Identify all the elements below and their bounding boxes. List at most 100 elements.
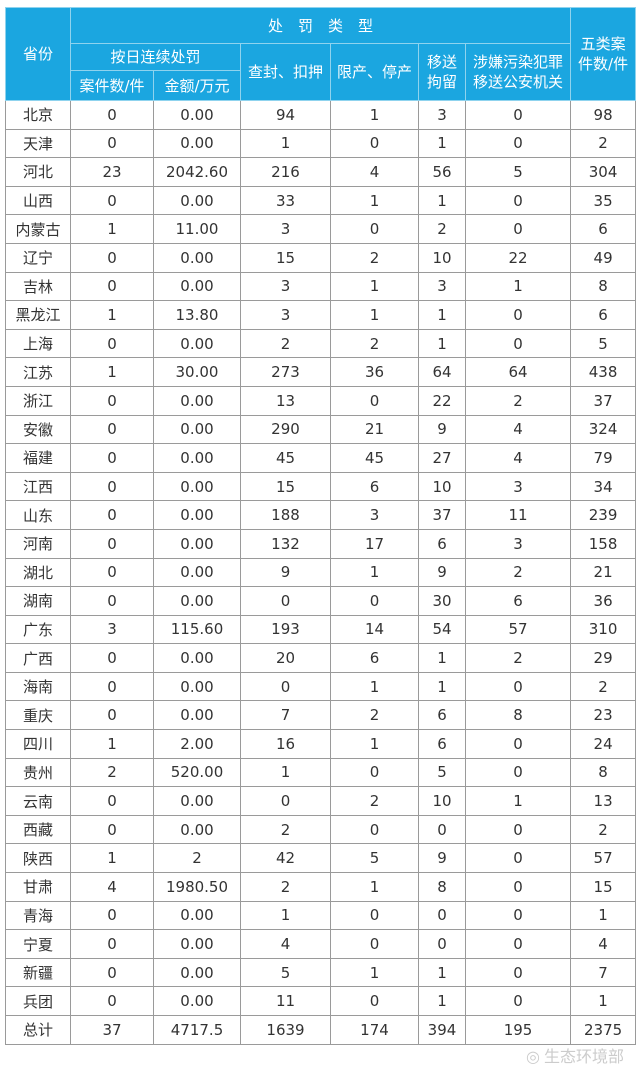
value-cell: 0 — [330, 128, 419, 159]
value-cell: 9 — [418, 414, 466, 445]
province-cell: 兵团 — [5, 986, 71, 1016]
value-cell: 2 — [70, 757, 154, 788]
table-row: 海南 0 0.00 0 1 1 0 2 — [5, 671, 637, 702]
table-row: 上海 0 0.00 2 2 1 0 5 — [5, 328, 637, 359]
value-cell: 29 — [570, 643, 637, 673]
value-cell: 57 — [570, 843, 637, 874]
province-cell: 河南 — [5, 528, 71, 559]
value-cell: 304 — [570, 157, 637, 187]
value-cell: 1 — [418, 986, 466, 1016]
value-cell: 79 — [570, 443, 637, 473]
value-cell: 7 — [240, 700, 331, 731]
table-row: 广东 3 115.60 193 14 54 57 310 — [5, 614, 637, 645]
value-cell: 0 — [70, 900, 154, 931]
table-row: 贵州 2 520.00 1 0 5 0 8 — [5, 757, 637, 788]
value-cell: 13 — [570, 786, 637, 816]
value-cell: 16 — [240, 729, 331, 759]
value-cell: 6 — [570, 214, 637, 244]
province-cell: 贵州 — [5, 757, 71, 788]
value-cell: 0.00 — [153, 786, 241, 816]
value-cell: 3 — [240, 300, 331, 330]
value-cell: 0.00 — [153, 185, 241, 216]
value-cell: 0 — [330, 385, 419, 416]
value-cell: 115.60 — [153, 614, 241, 645]
value-cell: 15 — [570, 872, 637, 902]
value-cell: 0 — [70, 671, 154, 702]
value-cell: 17 — [330, 528, 419, 559]
value-cell: 0 — [70, 929, 154, 959]
header-amount: 金额/万元 — [153, 70, 241, 101]
value-cell: 0 — [464, 843, 572, 874]
value-cell: 6 — [418, 700, 466, 731]
value-cell: 6 — [418, 528, 466, 559]
value-cell: 3 — [70, 614, 154, 645]
province-cell: 河北 — [5, 157, 71, 187]
value-cell: 0.00 — [153, 528, 241, 559]
total-row: 总计 37 4717.5 1639 174 394 195 2375 — [5, 1015, 637, 1045]
value-cell: 0.00 — [153, 643, 241, 673]
value-cell: 1 — [240, 757, 331, 788]
value-cell: 0.00 — [153, 414, 241, 445]
province-cell: 广东 — [5, 614, 71, 645]
table-row: 黑龙江 1 13.80 3 1 1 0 6 — [5, 300, 637, 330]
value-cell: 6 — [418, 729, 466, 759]
value-cell: 1 — [330, 557, 419, 588]
value-cell: 1 — [464, 271, 572, 302]
value-cell: 37 — [570, 385, 637, 416]
value-cell: 2042.60 — [153, 157, 241, 187]
value-cell: 0 — [70, 471, 154, 502]
value-cell: 0.00 — [153, 128, 241, 159]
value-cell: 2 — [464, 557, 572, 588]
value-cell: 4 — [464, 443, 572, 473]
value-cell: 5 — [418, 757, 466, 788]
table-row: 甘肃 4 1980.50 2 1 8 0 15 — [5, 872, 637, 902]
value-cell: 37 — [418, 500, 466, 530]
value-cell: 5 — [570, 328, 637, 359]
value-cell: 10 — [418, 471, 466, 502]
value-cell: 57 — [464, 614, 572, 645]
value-cell: 5 — [240, 957, 331, 988]
header-seal: 查封、扣押 — [240, 43, 331, 101]
province-cell: 西藏 — [5, 814, 71, 845]
value-cell: 1 — [464, 786, 572, 816]
value-cell: 1 — [570, 986, 637, 1016]
table-row: 山西 0 0.00 33 1 1 0 35 — [5, 185, 637, 216]
province-cell: 四川 — [5, 729, 71, 759]
value-cell: 10 — [418, 786, 466, 816]
table-row: 江苏 1 30.00 273 36 64 64 438 — [5, 357, 637, 387]
province-cell: 吉林 — [5, 271, 71, 302]
value-cell: 0 — [330, 986, 419, 1016]
value-cell: 0 — [330, 929, 419, 959]
value-cell: 1 — [70, 214, 154, 244]
province-cell: 青海 — [5, 900, 71, 931]
province-cell: 黑龙江 — [5, 300, 71, 330]
value-cell: 0 — [70, 986, 154, 1016]
value-cell: 0 — [464, 729, 572, 759]
value-cell: 3 — [330, 500, 419, 530]
value-cell: 1 — [418, 185, 466, 216]
province-cell: 山西 — [5, 185, 71, 216]
value-cell: 1639 — [240, 1015, 331, 1045]
value-cell: 0 — [418, 900, 466, 931]
table-row: 吉林 0 0.00 3 1 3 1 8 — [5, 271, 637, 302]
value-cell: 9 — [418, 557, 466, 588]
table-row: 安徽 0 0.00 290 21 9 4 324 — [5, 414, 637, 445]
value-cell: 1980.50 — [153, 872, 241, 902]
value-cell: 5 — [330, 843, 419, 874]
table-row: 兵团 0 0.00 11 0 1 0 1 — [5, 986, 637, 1016]
value-cell: 1 — [240, 128, 331, 159]
table-row: 湖南 0 0.00 0 0 30 6 36 — [5, 586, 637, 616]
value-cell: 0 — [70, 414, 154, 445]
province-cell: 山东 — [5, 500, 71, 530]
penalty-table: 省份 处 罚 类 型 五类案件数/件 按日连续处罚 查封、扣押 限产、停产 移送… — [5, 7, 637, 1045]
value-cell: 7 — [570, 957, 637, 988]
value-cell: 4 — [70, 872, 154, 902]
value-cell: 23 — [570, 700, 637, 731]
value-cell: 1 — [418, 643, 466, 673]
province-cell: 重庆 — [5, 700, 71, 731]
value-cell: 21 — [570, 557, 637, 588]
province-cell: 天津 — [5, 128, 71, 159]
table-row: 北京 0 0.00 94 1 3 0 98 — [5, 100, 637, 130]
value-cell: 2 — [330, 328, 419, 359]
value-cell: 2 — [570, 814, 637, 845]
